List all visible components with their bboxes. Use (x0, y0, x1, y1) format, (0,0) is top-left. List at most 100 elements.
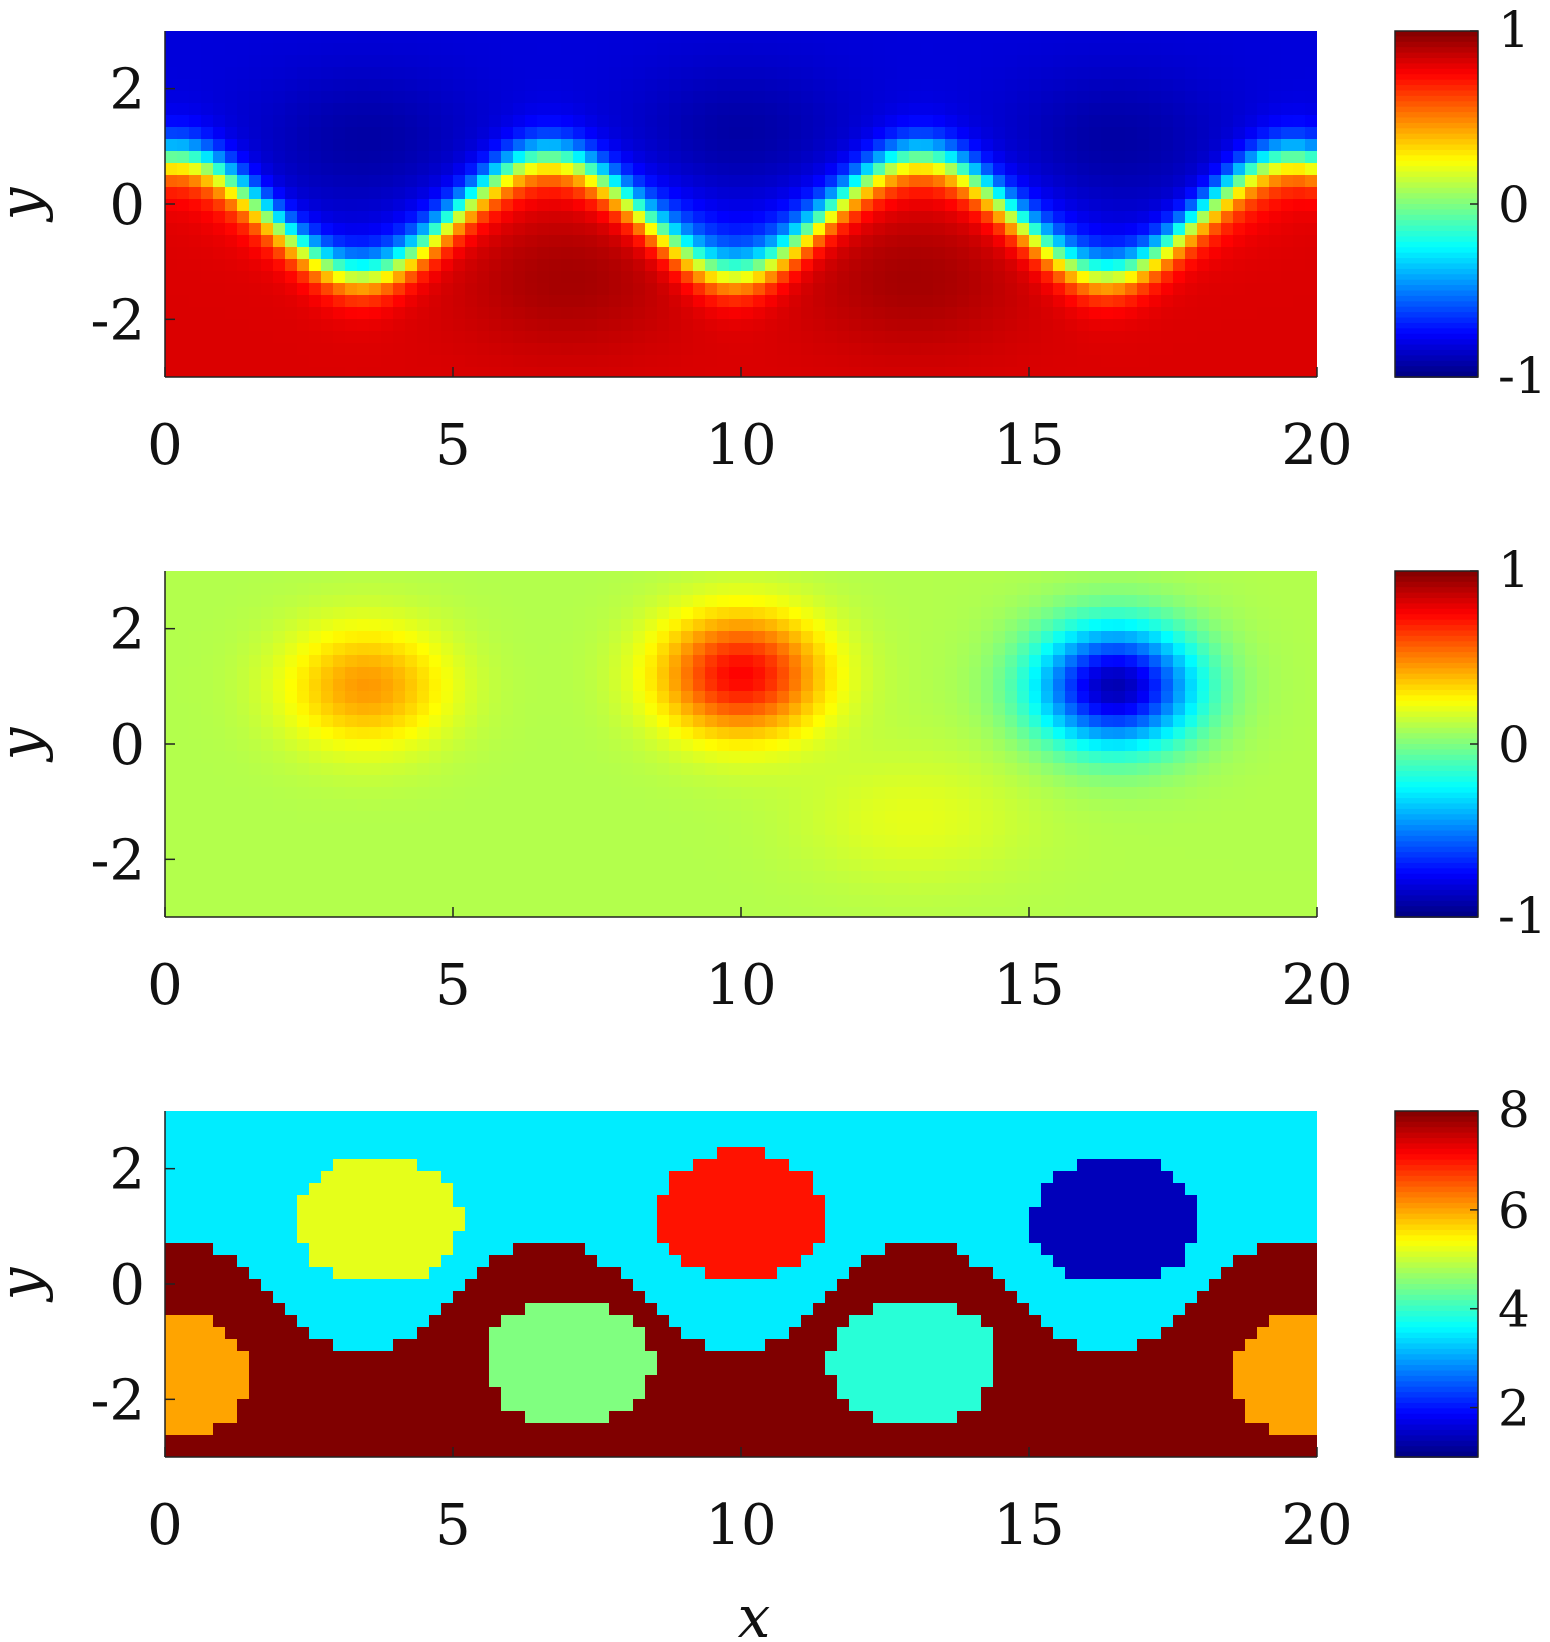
heatmap-cell (345, 727, 358, 740)
heatmap-cell (357, 127, 370, 140)
heatmap-cell (813, 679, 826, 692)
heatmap-cell (741, 343, 754, 356)
heatmap-cell (1101, 823, 1114, 836)
heatmap-cell (237, 691, 250, 704)
heatmap-cell (549, 151, 562, 164)
heatmap-cell (261, 787, 274, 800)
heatmap-cell (537, 211, 550, 224)
heatmap-cell (669, 235, 682, 248)
heatmap-cell (573, 187, 586, 200)
heatmap-cell (321, 91, 334, 104)
heatmap-cell (621, 799, 634, 812)
heatmap-cell (477, 667, 490, 680)
heatmap-cell (933, 607, 946, 620)
heatmap-cell (261, 739, 274, 752)
heatmap-cell (1101, 331, 1114, 344)
heatmap-cell (1137, 283, 1150, 296)
heatmap-cell (345, 595, 358, 608)
heatmap-cell (1221, 247, 1234, 260)
heatmap-cell (285, 271, 298, 284)
heatmap-cell (741, 211, 754, 224)
heatmap-cell (825, 727, 838, 740)
heatmap-cell (249, 583, 262, 596)
colorbar-step (1395, 360, 1478, 367)
heatmap-cell (549, 307, 562, 320)
heatmap-cell (417, 199, 430, 212)
heatmap-cell (189, 223, 202, 236)
heatmap-cell (1173, 799, 1186, 812)
heatmap-cell (1209, 703, 1222, 716)
heatmap-cell (1197, 715, 1210, 728)
heatmap-cell (1149, 283, 1162, 296)
heatmap-cell (345, 115, 358, 128)
heatmap-cell (429, 79, 442, 92)
heatmap-cell (369, 319, 382, 332)
heatmap-cell (1305, 43, 1317, 56)
heatmap-cell (789, 79, 802, 92)
heatmap-cell (489, 319, 502, 332)
heatmap-cell (453, 79, 466, 92)
heatmap-cell (285, 691, 298, 704)
heatmap-cell (669, 223, 682, 236)
heatmap-cell (1125, 199, 1138, 212)
heatmap-cell (621, 727, 634, 740)
heatmap-cell (249, 607, 262, 620)
heatmap-cell (633, 283, 646, 296)
heatmap-cell (333, 211, 346, 224)
heatmap-cell (1293, 223, 1306, 236)
heatmap-cell (1173, 211, 1186, 224)
heatmap-cell (837, 571, 850, 584)
heatmap-cell (993, 247, 1006, 260)
heatmap-cell (165, 139, 178, 152)
heatmap-cell (1053, 67, 1066, 80)
heatmap-cell (1269, 823, 1282, 836)
heatmap-cell (1125, 799, 1138, 812)
heatmap-cell (585, 367, 598, 377)
heatmap-cell (333, 643, 346, 656)
heatmap-cell (1041, 67, 1054, 80)
heatmap-cell (1137, 643, 1150, 656)
heatmap-cell (1137, 607, 1150, 620)
heatmap-cell (1077, 331, 1090, 344)
heatmap-cell (429, 703, 442, 716)
heatmap-cell (249, 655, 262, 668)
heatmap-cell (1221, 811, 1234, 824)
heatmap-cell (1149, 571, 1162, 584)
heatmap-cell (489, 187, 502, 200)
heatmap-cell (1269, 799, 1282, 812)
heatmap-cell (165, 271, 178, 284)
heatmap-cell (381, 367, 394, 377)
heatmap-cell (969, 763, 982, 776)
heatmap-cell (669, 679, 682, 692)
heatmap-cell (1077, 127, 1090, 140)
heatmap-cell (789, 187, 802, 200)
heatmap-cell (537, 271, 550, 284)
heatmap-cell (981, 175, 994, 188)
heatmap-cell (1137, 247, 1150, 260)
heatmap-cell (741, 151, 754, 164)
heatmap-cell (597, 595, 610, 608)
heatmap-cell (753, 151, 766, 164)
heatmap-cell (705, 715, 718, 728)
heatmap-cell (873, 619, 886, 632)
heatmap-cell (225, 55, 238, 68)
heatmap-cell (1017, 787, 1030, 800)
heatmap-cell (705, 643, 718, 656)
heatmap-cell (573, 691, 586, 704)
heatmap-cell (333, 715, 346, 728)
heatmap-cell (501, 331, 514, 344)
heatmap-cell (165, 235, 178, 248)
heatmap-cell (621, 43, 634, 56)
heatmap-cell (801, 703, 814, 716)
heatmap-cell (1077, 55, 1090, 68)
heatmap-cell (777, 811, 790, 824)
heatmap-cell (225, 307, 238, 320)
heatmap-cell (525, 739, 538, 752)
heatmap-cell (285, 607, 298, 620)
heatmap-cell (1269, 343, 1282, 356)
heatmap-cell (789, 55, 802, 68)
heatmap-cell (561, 319, 574, 332)
heatmap-cell (357, 715, 370, 728)
heatmap-cell (1281, 691, 1294, 704)
heatmap-cell (1293, 91, 1306, 104)
